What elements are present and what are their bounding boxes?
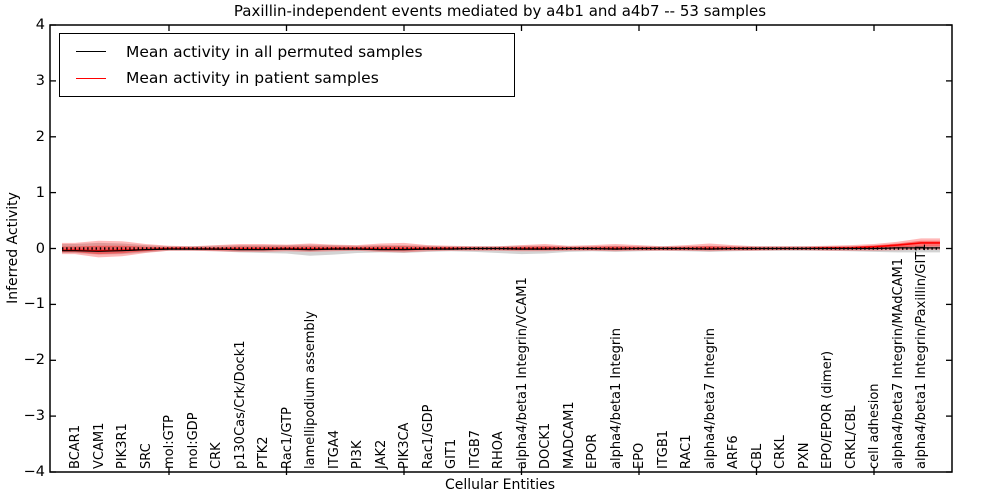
x-tick-label: cell adhesion [867, 383, 882, 469]
chart-title: Paxillin-independent events mediated by … [233, 2, 767, 20]
x-tick-label: mol:GTP [162, 415, 177, 469]
x-tick-label: ITGB1 [655, 429, 671, 469]
x-tick-label: p130Cas/Crk/Dock1 [232, 340, 248, 469]
x-tick-label: ITGB7 [467, 429, 483, 469]
y-tick-label: 2 [35, 129, 45, 145]
y-tick-label: −4 [23, 464, 45, 480]
x-tick-label: Rac1/GDP [420, 404, 436, 469]
legend: Mean activity in all permuted samples Me… [59, 33, 515, 97]
x-tick-label: GIT1 [444, 438, 459, 469]
x-tick-label: Rac1/GTP [279, 407, 295, 469]
x-tick-label: PIK3CA [397, 422, 412, 469]
x-tick-label: alpha4/beta1 Integrin/VCAM1 [514, 277, 530, 469]
x-tick-label: PIK3R1 [115, 423, 130, 469]
y-tick-label: 1 [35, 185, 45, 201]
legend-label: Mean activity in all permuted samples [126, 42, 423, 61]
legend-label: Mean activity in patient samples [126, 69, 379, 88]
x-tick-label: MADCAM1 [561, 401, 577, 469]
legend-entry-patient: Mean activity in patient samples [76, 69, 514, 87]
y-tick-label: 0 [35, 241, 45, 257]
plot-frame [49, 24, 953, 473]
permuted-mean-line [62, 247, 940, 252]
patient-spread-core-band [62, 240, 940, 255]
x-tick-label: ARF6 [726, 435, 741, 469]
x-tick-label: mol:GDP [185, 412, 201, 469]
y-tick-label: 3 [35, 73, 45, 89]
black-line-sample-icon [76, 51, 106, 53]
y-tick-label: −3 [23, 408, 45, 424]
x-tick-label: PTK2 [256, 436, 271, 469]
x-tick-label: CRKL/CBL [843, 405, 859, 470]
x-tick-label: VCAM1 [91, 422, 107, 469]
legend-entry-permuted: Mean activity in all permuted samples [76, 43, 514, 61]
x-tick-label: RAC1 [679, 434, 694, 469]
x-tick-label: JAK2 [373, 439, 389, 469]
x-tick-label: BCAR1 [68, 425, 83, 469]
y-tick-label: −2 [23, 352, 45, 368]
x-tick-label: alpha4/beta1 Integrin [608, 327, 624, 469]
x-tick-label: SRC [138, 443, 154, 469]
x-tick-label: CBL [749, 443, 765, 469]
permuted-spread-band [62, 242, 940, 256]
x-tick-label: EPO [632, 442, 647, 469]
x-tick-label: CRKL [773, 435, 788, 469]
x-tick-label: CRK [209, 442, 224, 469]
x-tick-label: ITGA4 [326, 429, 342, 469]
x-axis-label: Cellular Entities [444, 477, 556, 493]
x-tick-label: PI3K [350, 440, 365, 469]
red-line-sample-icon [76, 77, 106, 79]
x-tick-label: alpha4/beta7 Integrin/MAdCAM1 [890, 258, 906, 469]
x-tick-label: RHOA [491, 431, 506, 469]
x-tick-label: lamellipodium assembly [303, 311, 318, 469]
x-tick-label: alpha4/beta1 Integrin/Paxillin/GIT1 [914, 243, 929, 469]
x-tick-label: alpha4/beta7 Integrin [702, 327, 718, 469]
y-tick-label: 4 [35, 17, 45, 33]
x-tick-label: EPO/EPOR (dimer) [820, 350, 835, 469]
x-tick-label: EPOR [585, 433, 600, 469]
x-tick-label: PXN [796, 442, 812, 469]
y-tick-label: −1 [23, 296, 45, 312]
x-tick-label: DOCK1 [538, 422, 553, 469]
